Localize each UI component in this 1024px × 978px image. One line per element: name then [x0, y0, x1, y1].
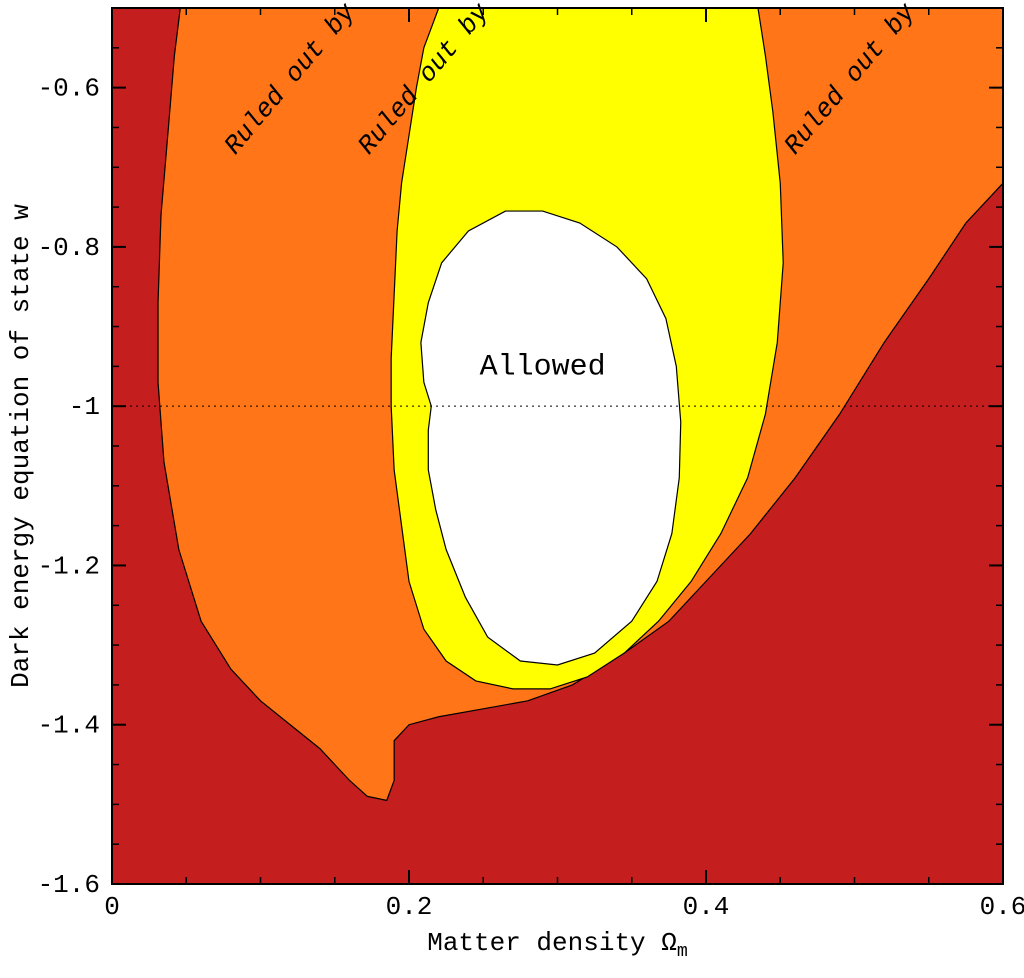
y-tick-label: -0.8: [38, 233, 100, 263]
y-axis-label: Dark energy equation of state w: [6, 204, 36, 688]
y-tick-label: -1.2: [38, 551, 100, 581]
y-tick-label: -1: [69, 392, 100, 422]
x-tick-label: 0.6: [980, 892, 1024, 922]
x-tick-label: 0.2: [386, 892, 433, 922]
x-tick-label: 0.4: [683, 892, 730, 922]
exclusion-plot: 0 0.2 0.4 0.6 -0.6 -0.8 -1 -1.2 -1.4 -1.6 Matter d…: [0, 0, 1024, 978]
allowed-label: Allowed: [480, 350, 606, 384]
y-tick-label: -0.6: [38, 74, 100, 104]
y-tick-label: -1.4: [38, 711, 100, 741]
x-axis-label: Matter density Ωm: [427, 928, 688, 962]
y-tick-label: -1.6: [38, 870, 100, 900]
x-tick-label: 0: [104, 892, 120, 922]
chart-container: 0 0.2 0.4 0.6 -0.6 -0.8 -1 -1.2 -1.4 -1.6 Matter d…: [0, 0, 1024, 978]
